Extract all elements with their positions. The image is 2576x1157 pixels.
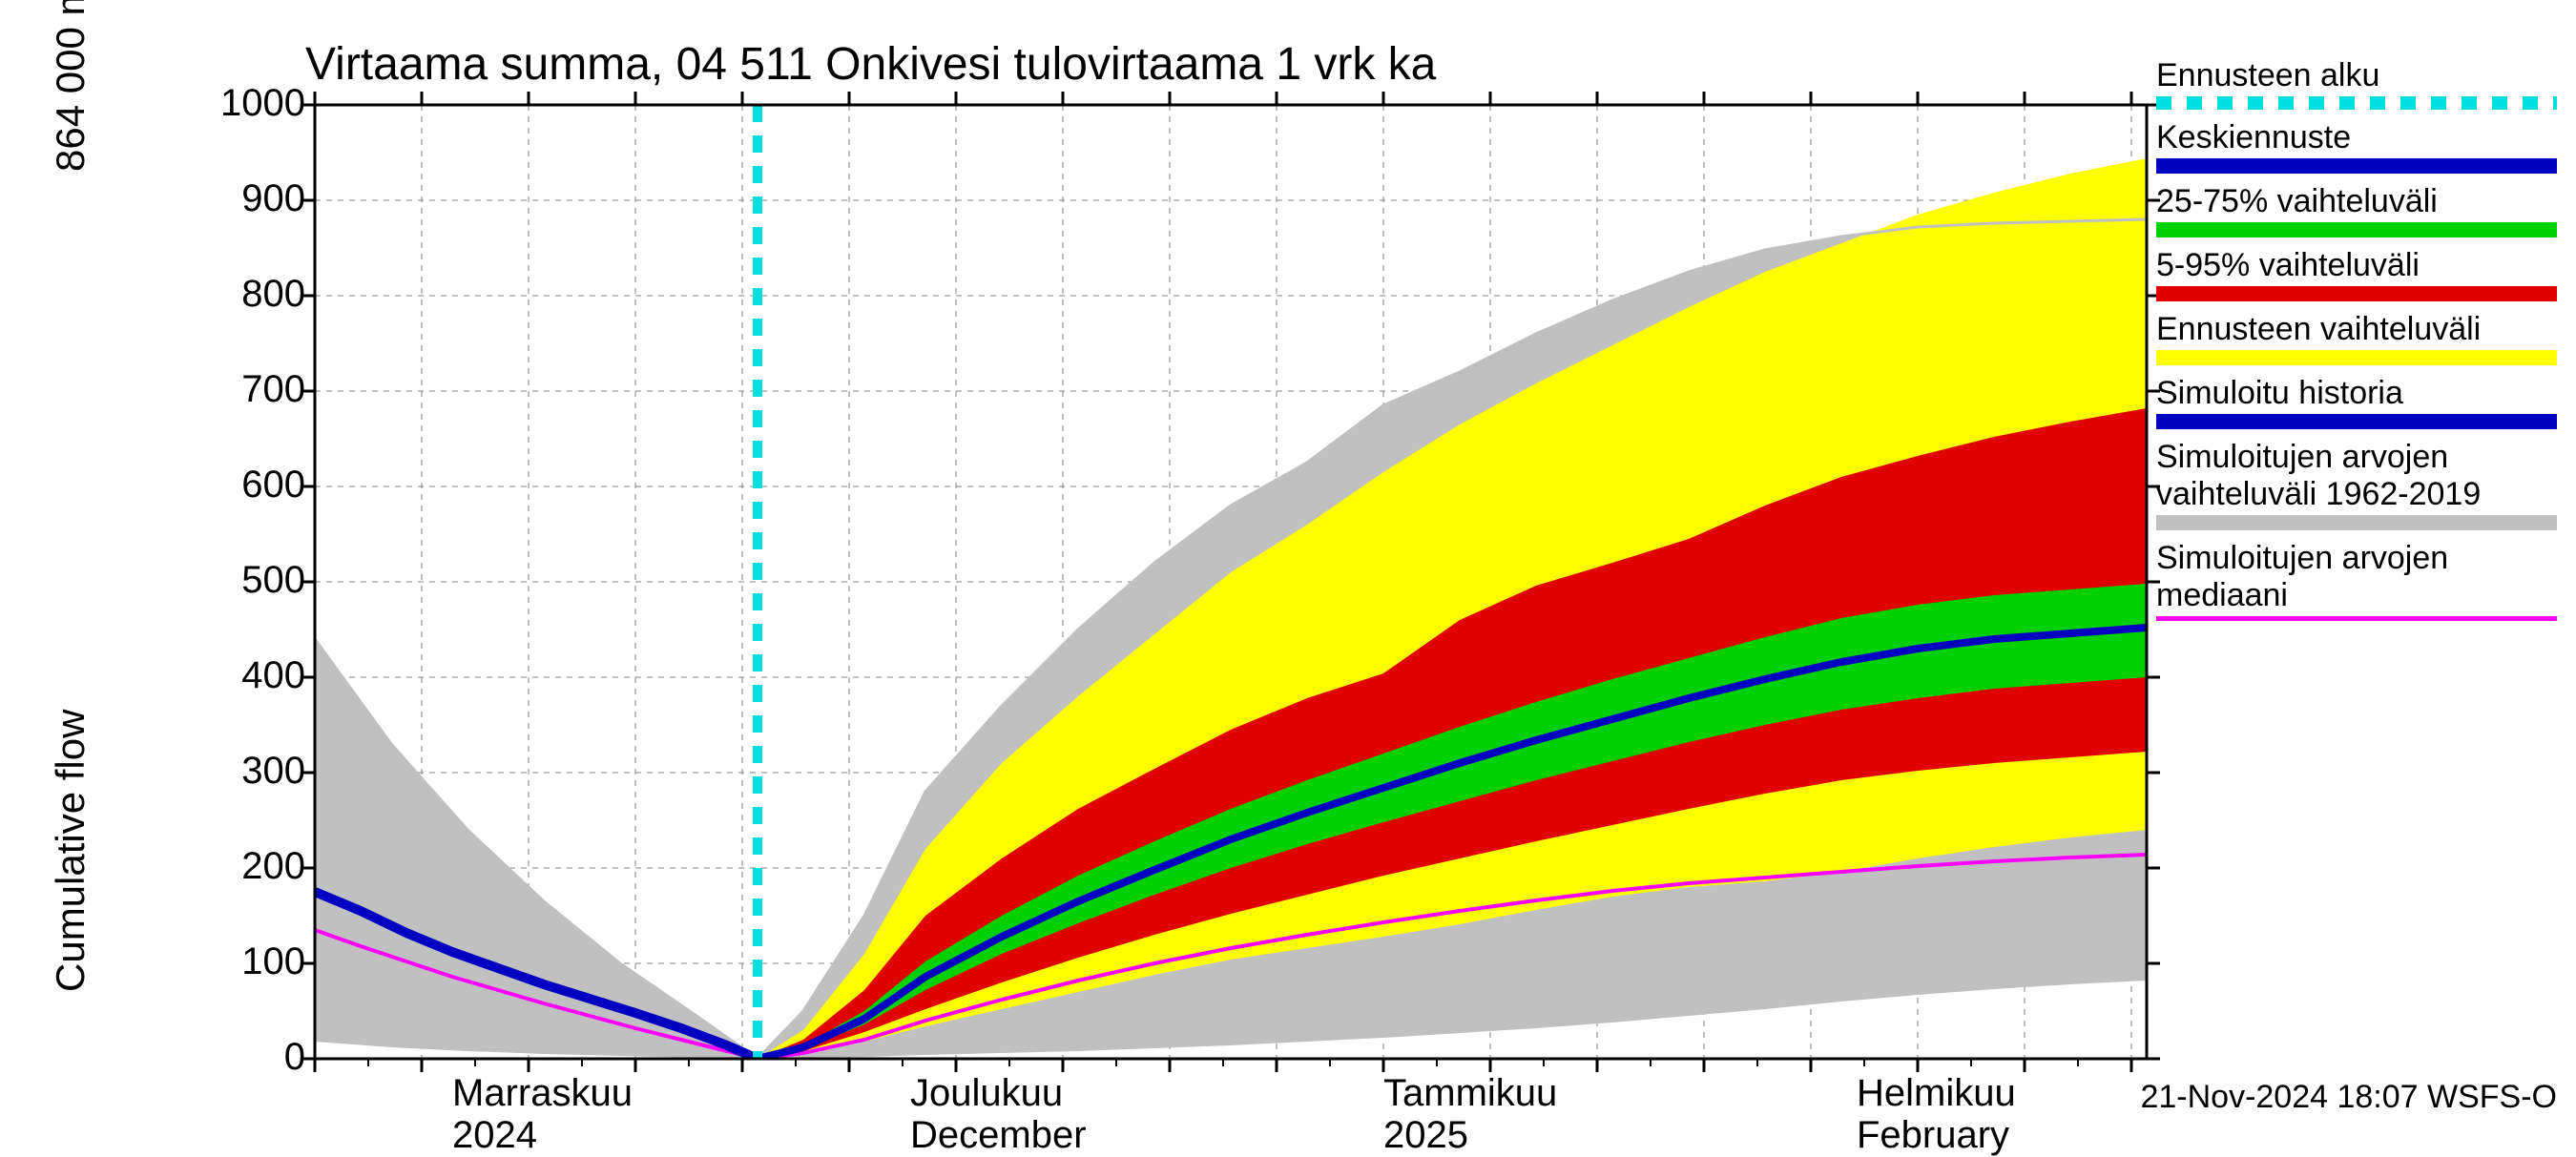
legend-item: Simuloitujen arvojen mediaani: [2156, 540, 2557, 621]
legend: Ennusteen alku Keskiennuste 25-75% vaihtel…: [2156, 57, 2557, 630]
x-tick-label-en: December: [910, 1114, 1087, 1157]
y-tick-label: 500: [210, 559, 305, 602]
x-tick-label-fi: Marraskuu: [452, 1072, 633, 1115]
x-tick-label-en: 2024: [452, 1114, 537, 1157]
x-tick-label-en: February: [1857, 1114, 2009, 1157]
legend-item: 5-95% vaihteluväli: [2156, 247, 2557, 301]
legend-label: 25-75% vaihteluväli: [2156, 183, 2557, 220]
legend-swatch: [2156, 616, 2557, 621]
legend-swatch: [2156, 158, 2557, 174]
y-tick-label: 600: [210, 464, 305, 506]
y-tick-label: 400: [210, 654, 305, 697]
legend-swatch: [2156, 350, 2557, 365]
legend-swatch: [2156, 515, 2557, 530]
legend-item: Simuloitu historia: [2156, 375, 2557, 429]
legend-label: Ennusteen alku: [2156, 57, 2557, 94]
y-tick-label: 900: [210, 177, 305, 220]
y-tick-label: 0: [210, 1036, 305, 1079]
legend-item: Ennusteen alku: [2156, 57, 2557, 110]
legend-swatch: [2156, 96, 2557, 110]
y-tick-label: 800: [210, 273, 305, 316]
legend-item: Simuloitujen arvojen vaihteluväli 1962-2…: [2156, 439, 2557, 530]
legend-label: Simuloitujen arvojen vaihteluväli 1962-2…: [2156, 439, 2557, 513]
y-tick-label: 200: [210, 845, 305, 888]
legend-item: 25-75% vaihteluväli: [2156, 183, 2557, 238]
x-tick-label-fi: Tammikuu: [1383, 1072, 1557, 1115]
legend-swatch: [2156, 222, 2557, 238]
legend-swatch: [2156, 414, 2557, 429]
y-tick-label: 1000: [210, 82, 305, 125]
legend-label: Ennusteen vaihteluväli: [2156, 311, 2557, 348]
x-tick-label-fi: Joulukuu: [910, 1072, 1063, 1115]
legend-label: 5-95% vaihteluväli: [2156, 247, 2557, 284]
x-tick-label-en: 2025: [1383, 1114, 1468, 1157]
x-tick-label-fi: Helmikuu: [1857, 1072, 2016, 1115]
legend-item: Keskiennuste: [2156, 119, 2557, 174]
legend-label: Simuloitujen arvojen mediaani: [2156, 540, 2557, 614]
legend-label: Keskiennuste: [2156, 119, 2557, 156]
legend-label: Simuloitu historia: [2156, 375, 2557, 412]
y-tick-label: 300: [210, 750, 305, 793]
y-tick-label: 700: [210, 368, 305, 411]
legend-swatch: [2156, 286, 2557, 301]
y-tick-label: 100: [210, 940, 305, 983]
chart-container: Virtaama summa, 04 511 Onkivesi tulovirt…: [0, 0, 2576, 1145]
legend-item: Ennusteen vaihteluväli: [2156, 311, 2557, 365]
